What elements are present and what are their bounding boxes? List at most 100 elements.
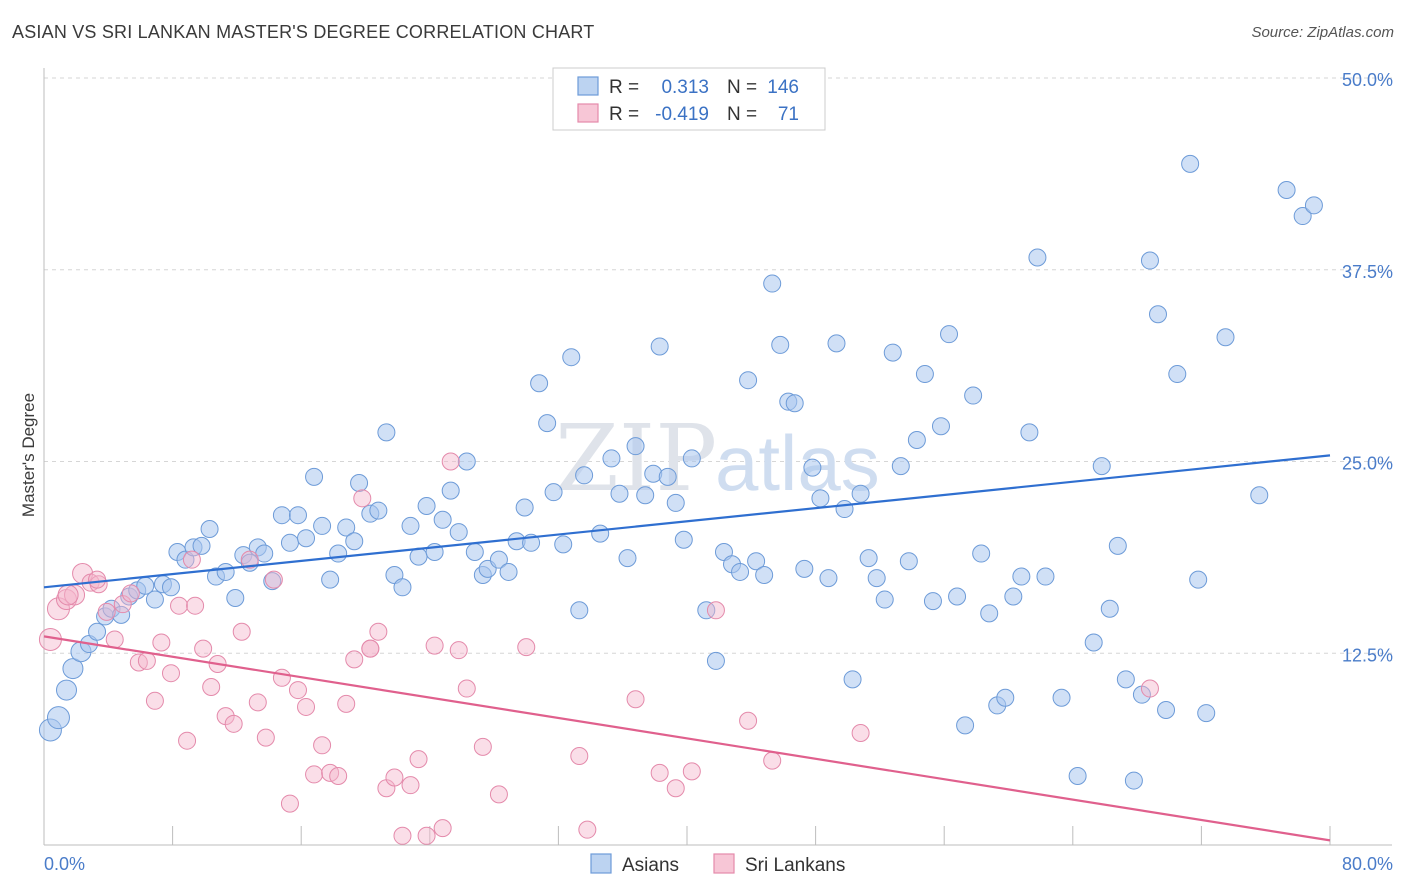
srilankan-point-29 — [272, 668, 291, 687]
y-tick-label-3: 50.0% — [1342, 70, 1393, 90]
srilankan-point-62 — [706, 601, 725, 620]
asian-point-126 — [1092, 457, 1111, 476]
asian-point-45 — [401, 516, 420, 535]
asian-point-86 — [747, 552, 766, 571]
srilankan-point-37 — [337, 694, 356, 713]
asian-point-96 — [827, 334, 846, 353]
asian-point-61 — [530, 374, 549, 393]
asian-point-22 — [216, 562, 235, 581]
asian-point-49 — [433, 510, 452, 529]
asian-point-123 — [1052, 688, 1071, 707]
asian-point-106 — [907, 431, 926, 450]
asian-point-70 — [610, 484, 629, 503]
srilankan-point-20 — [202, 677, 221, 696]
asian-trend-line — [43, 454, 1331, 589]
srilankan-point-8 — [105, 630, 124, 649]
srilankan-point-67 — [57, 584, 79, 606]
asian-point-30 — [280, 533, 299, 552]
srilankan-point-14 — [152, 633, 171, 652]
srilankan-point-44 — [393, 826, 412, 845]
srilankan-point-41 — [369, 622, 388, 641]
y-axis-label: Master's Degree — [19, 393, 38, 517]
axes — [43, 68, 1392, 846]
asian-point-62 — [538, 414, 557, 433]
asian-point-115 — [980, 604, 999, 623]
asian-point-95 — [819, 569, 838, 588]
asian-point-102 — [875, 590, 894, 609]
asian-point-110 — [940, 325, 959, 344]
asian-point-103 — [883, 343, 902, 362]
x-tick-label-1: 80.0% — [1342, 854, 1393, 874]
asian-point-80 — [697, 601, 716, 620]
y-tick-label-0: 12.5% — [1342, 645, 1393, 665]
srilankan-point-53 — [473, 737, 492, 756]
srilankan-point-45 — [401, 776, 420, 795]
srilankan-point-33 — [305, 765, 324, 784]
asian-point-50 — [441, 481, 460, 500]
srilankan-point-19 — [194, 639, 213, 658]
bottom-legend-swatch-asian — [590, 853, 612, 874]
srilankan-point-25 — [240, 550, 259, 569]
asian-point-53 — [465, 543, 484, 562]
asian-point-69 — [602, 449, 621, 468]
asian-point-98 — [843, 670, 862, 689]
srilankan-point-48 — [425, 636, 444, 655]
bottom-legend: Asians Sri Lankans — [590, 853, 845, 876]
srilankan-point-27 — [256, 728, 275, 747]
asian-point-124 — [1068, 766, 1087, 785]
asian-point-118 — [1004, 587, 1023, 606]
srilankan-point-26 — [248, 693, 267, 712]
asian-point-78 — [674, 530, 693, 549]
y-tick-label-1: 25.0% — [1342, 454, 1393, 474]
srilankan-point-7 — [97, 602, 116, 621]
asian-point-117 — [996, 688, 1015, 707]
asian-point-84 — [731, 562, 750, 581]
asian-point-137 — [1189, 570, 1208, 589]
asian-point-56 — [489, 550, 508, 569]
srilankan-point-38 — [345, 650, 364, 669]
srilankan-point-24 — [232, 622, 251, 641]
srilankan-point-17 — [178, 731, 197, 750]
srilankan-point-43 — [385, 768, 404, 787]
asian-point-87 — [755, 566, 774, 585]
x-tick-label-0: 0.0% — [44, 854, 85, 874]
asian-point-141 — [1277, 180, 1296, 199]
asian-point-72 — [626, 437, 645, 456]
asian-point-108 — [923, 592, 942, 611]
legend-n-label-2: N = — [727, 104, 757, 125]
asian-point-99 — [851, 484, 870, 503]
srilankan-point-63 — [739, 711, 758, 730]
asian-point-20 — [200, 519, 219, 538]
srilankan-point-69 — [182, 550, 201, 569]
asian-point-85 — [739, 371, 758, 390]
srilankan-point-46 — [409, 750, 428, 769]
srilankan-point-51 — [449, 641, 468, 660]
srilankan-point-70 — [361, 639, 380, 658]
asian-point-132 — [1140, 251, 1159, 270]
asian-point-128 — [1108, 536, 1127, 555]
srilankan-trend-line — [43, 635, 1331, 842]
srilankan-point-55 — [517, 638, 536, 657]
asian-point-91 — [785, 394, 804, 413]
asian-point-52 — [457, 452, 476, 471]
asian-point-113 — [964, 386, 983, 405]
asian-point-105 — [899, 552, 918, 571]
asian-point-134 — [1157, 701, 1176, 720]
srilankan-point-60 — [666, 779, 685, 798]
asian-point-47 — [417, 496, 436, 515]
asian-point-122 — [1036, 567, 1055, 586]
asian-point-33 — [305, 467, 324, 486]
legend-r-value-2: -0.419 — [655, 104, 709, 125]
legend-swatch-srilankan — [577, 103, 599, 123]
asian-point-133 — [1148, 305, 1167, 324]
asian-point-57 — [499, 562, 518, 581]
srilankan-point-49 — [433, 819, 452, 838]
asian-point-76 — [658, 467, 677, 486]
asian-point-92 — [795, 559, 814, 578]
asian-point-34 — [313, 516, 332, 535]
asian-point-139 — [1216, 328, 1235, 347]
asian-point-104 — [891, 457, 910, 476]
asian-point-71 — [618, 549, 637, 568]
asian-point-67 — [575, 466, 594, 485]
